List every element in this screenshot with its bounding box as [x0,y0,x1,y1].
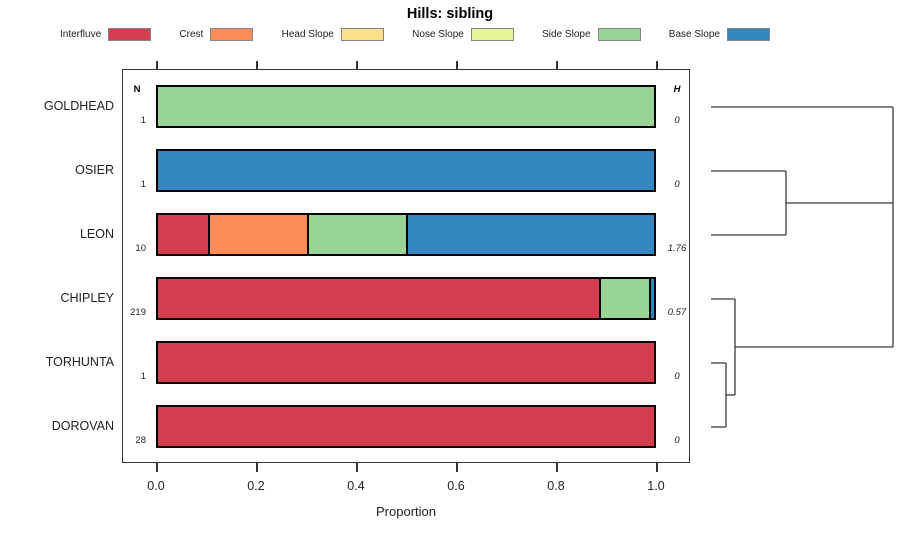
axis-tick-top [156,61,158,69]
axis-tick-top [456,61,458,69]
legend-label: Nose Slope [412,28,464,40]
axis-tick-bottom [656,463,658,472]
row-label: OSIER [75,163,114,177]
legend-label: Base Slope [668,28,720,40]
row-label: TORHUNTA [45,355,114,369]
bar-segment [158,151,654,190]
h-value: 0 [674,371,680,382]
axis-tick-label: 1.0 [647,479,665,493]
row-label: CHIPLEY [60,291,115,305]
axis-tick-label: 0.8 [547,479,565,493]
h-value: 1.76 [667,243,687,254]
axis-tick-top [356,61,358,69]
stacked-bar [156,341,656,384]
bar-segment [158,87,654,126]
row-label: DOROVAN [51,419,114,433]
stacked-bar [156,405,656,448]
h-value: 0.57 [667,307,687,318]
legend-label: Side Slope [542,28,591,40]
stacked-bar [156,85,656,128]
bar-segment [599,279,650,318]
axis-tick-label: 0.2 [247,479,265,493]
legend-label: Head Slope [281,28,334,40]
row-label: LEON [79,227,114,241]
bar-segment [158,343,654,382]
x-axis-label: Proportion [376,504,436,519]
legend-swatch [210,27,254,41]
bar-segment [405,215,654,254]
bar-segment [306,215,406,254]
axis-tick-bottom [356,463,358,472]
legend-item: Nose Slope [412,27,514,41]
bar-segment [158,279,600,318]
h-column-header: H [673,84,681,95]
n-value: 1 [140,179,146,190]
legend-item: Interfluve [60,27,152,41]
n-column-header: N [133,84,141,95]
axis-tick-bottom [556,463,558,472]
stacked-bar [156,149,656,192]
legend-item: Head Slope [281,27,384,41]
chart-title: Hills: sibling [406,6,494,22]
legend-label: Interfluve [60,28,102,40]
h-value: 0 [674,435,680,446]
legend-swatch [726,27,770,41]
axis-tick-top [656,61,658,69]
plot-box [122,69,690,463]
legend-swatch [108,27,152,41]
axis-tick-bottom [256,463,258,472]
axis-tick-top [256,61,258,69]
row-label: GOLDHEAD [43,99,114,113]
legend-item: Crest [179,27,254,41]
bar-segment [158,215,208,254]
n-value: 28 [135,435,146,446]
bar-segment [649,279,654,318]
axis-tick-bottom [456,463,458,472]
stacked-bar [156,213,656,256]
n-value: 219 [130,307,146,318]
n-value: 10 [135,243,146,254]
bar-segment [158,407,654,446]
h-value: 0 [674,115,680,126]
legend-swatch [470,27,514,41]
legend-swatch [597,27,641,41]
stacked-bar [156,277,656,320]
legend-item: Side Slope [542,27,641,41]
n-value: 1 [140,371,146,382]
legend-swatch [340,27,384,41]
n-value: 1 [140,115,146,126]
h-value: 0 [674,179,680,190]
axis-tick-label: 0.6 [447,479,465,493]
legend-item: Base Slope [668,27,770,41]
legend: Interfluve Crest Head Slope Nose Slope Side … [60,26,770,42]
axis-tick-bottom [156,463,158,472]
bar-segment [207,215,307,254]
legend-label: Crest [179,28,204,40]
axis-tick-label: 0.4 [347,479,365,493]
axis-tick-top [556,61,558,69]
axis-tick-label: 0.0 [147,479,165,493]
